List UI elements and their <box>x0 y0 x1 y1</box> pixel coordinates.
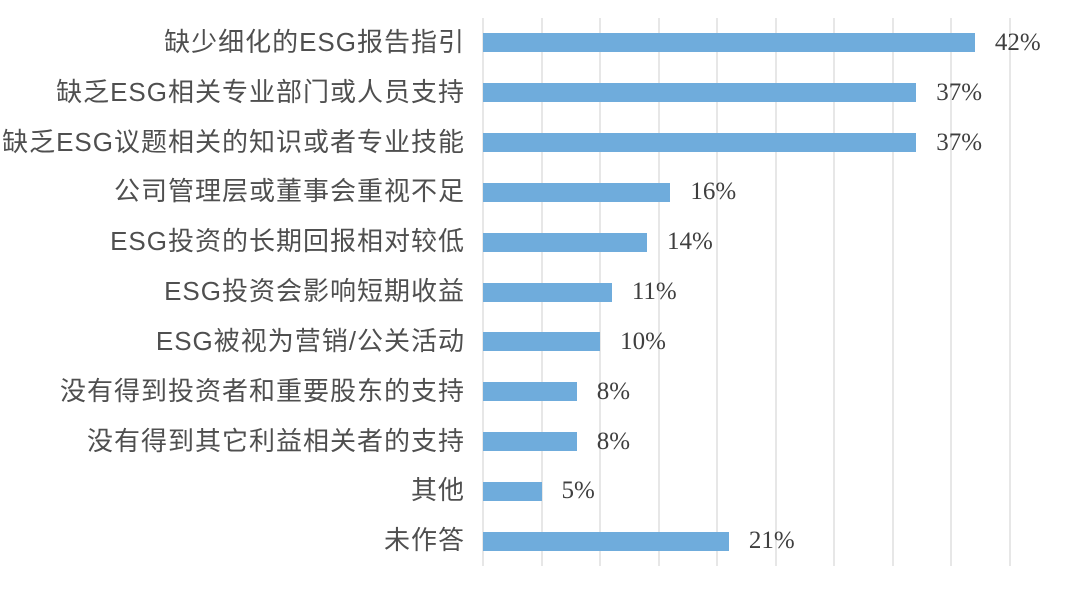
gridline <box>833 18 836 566</box>
bar <box>483 182 671 202</box>
bar <box>483 83 917 103</box>
bar <box>483 133 917 153</box>
gridline <box>716 18 719 566</box>
value-label: 10% <box>620 327 666 355</box>
category-label: 没有得到投资者和重要股东的支持 <box>59 375 465 406</box>
gridline <box>891 18 894 566</box>
category-label: 缺乏ESG议题相关的知识或者专业技能 <box>2 126 465 157</box>
value-label: 14% <box>666 228 713 256</box>
bar <box>483 332 601 352</box>
category-label: ESG投资会影响短期收益 <box>164 276 465 307</box>
value-label: 5% <box>561 477 595 505</box>
category-label: 缺少细化的ESG报告指引 <box>164 27 465 57</box>
gridline <box>774 18 777 566</box>
category-label: 未作答 <box>383 525 465 556</box>
gridline <box>950 18 953 566</box>
gridline <box>1009 18 1011 566</box>
bar <box>483 282 612 302</box>
bar <box>483 531 729 551</box>
value-label: 11% <box>631 278 677 306</box>
bar <box>483 33 975 53</box>
value-label: 21% <box>748 527 795 555</box>
category-label: ESG被视为营销/公关活动 <box>155 325 465 356</box>
value-label: 37% <box>936 78 983 106</box>
value-label: 8% <box>596 377 631 405</box>
gridline <box>657 18 660 566</box>
value-label: 42% <box>994 29 1041 56</box>
category-label: 缺乏ESG相关专业部门或人员支持 <box>56 76 465 107</box>
category-label: 公司管理层或董事会重视不足 <box>113 176 465 207</box>
value-label: 16% <box>690 178 737 206</box>
bar <box>483 481 542 501</box>
value-label: 37% <box>936 128 983 156</box>
bar <box>483 431 577 451</box>
category-label: ESG投资的长期回报相对较低 <box>110 226 465 257</box>
category-label: 其他 <box>410 475 465 506</box>
bar <box>483 382 577 402</box>
value-label: 8% <box>596 427 631 455</box>
bar <box>483 232 647 252</box>
category-label: 没有得到其它利益相关者的支持 <box>86 425 465 456</box>
